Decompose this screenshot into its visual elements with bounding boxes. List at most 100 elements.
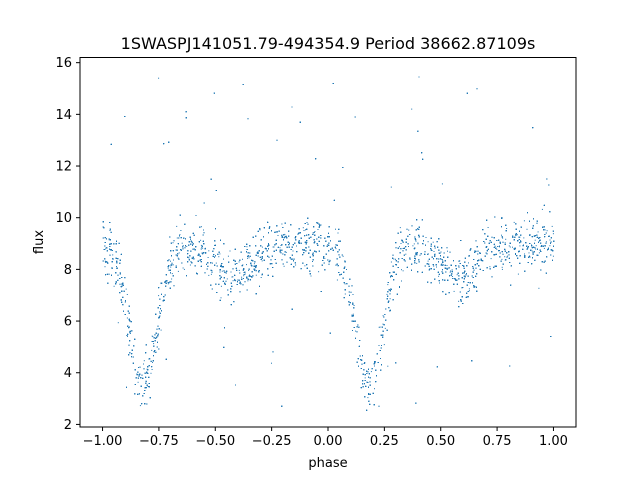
data-point [255,274,257,276]
data-point [264,248,266,250]
data-point [327,244,329,246]
data-point [242,258,243,260]
data-point [119,272,121,274]
data-point [171,278,173,280]
data-point [382,323,384,325]
data-point [181,242,183,244]
data-point [516,234,518,236]
data-point [232,280,234,282]
data-point [256,252,258,254]
data-point [125,288,127,290]
data-point [417,243,419,245]
data-point [147,372,149,374]
data-point [531,250,533,252]
data-point [523,220,525,222]
data-point [243,275,245,277]
data-point [468,262,469,264]
data-point [517,273,519,275]
data-point [468,290,470,292]
data-point [104,260,106,262]
data-point [172,242,174,244]
data-point [490,258,492,260]
data-point [519,236,521,238]
data-point [447,267,449,269]
data-point [248,269,250,271]
data-point [399,227,401,229]
data-point [329,259,331,261]
data-point [246,246,248,248]
data-point [106,261,108,263]
data-point [402,270,404,272]
data-point [535,245,537,247]
data-point [451,276,453,277]
data-point [543,247,545,249]
data-point [387,365,389,367]
data-point [408,246,409,247]
data-point [501,234,502,236]
data-point [253,263,255,265]
data-point [459,260,461,262]
data-point [304,265,306,267]
data-point [415,240,417,242]
data-point [136,373,138,375]
data-point [124,301,126,303]
data-point [370,371,372,373]
data-point [433,265,435,267]
scatter-points [102,76,555,411]
data-point [170,266,172,268]
data-point [538,252,540,254]
data-point [505,238,507,240]
data-point [226,278,228,280]
data-point [244,273,246,275]
chart-title: 1SWASPJ141051.79-494354.9 Period 38662.8… [121,34,536,53]
data-point [487,227,489,228]
data-point [202,247,204,249]
data-point [417,242,419,244]
data-point [208,274,210,276]
data-point [519,245,521,247]
data-point [528,252,530,254]
data-point [427,241,429,243]
data-point [305,229,306,231]
data-point [200,239,202,241]
data-point [151,335,153,337]
data-point [447,250,448,252]
data-point [386,293,388,295]
data-point [415,254,417,256]
data-point [212,262,213,264]
data-point [456,274,458,276]
data-point [146,368,148,370]
data-point [256,253,258,254]
data-point [513,221,515,223]
data-point [176,225,178,227]
data-point [293,258,295,260]
data-point [507,255,509,257]
data-point [275,231,277,233]
data-point [466,296,468,298]
data-point [241,276,243,278]
data-point [186,245,188,247]
data-point [220,297,222,299]
data-point [541,208,543,210]
data-point [508,245,510,247]
data-point [247,257,248,259]
data-point [364,377,366,379]
data-point [351,314,353,316]
data-point [179,234,181,236]
data-point [105,247,107,249]
data-point [344,283,346,285]
data-point [223,258,224,260]
data-point [221,270,223,272]
data-point [499,246,500,248]
data-point [208,250,210,252]
data-point [395,258,396,260]
data-point [261,260,263,262]
data-point [383,344,385,346]
data-point [520,240,522,242]
data-point [207,257,209,258]
data-point [201,246,203,248]
data-point [152,361,153,363]
data-point [295,264,297,266]
data-point [108,239,110,241]
data-point [246,264,247,266]
